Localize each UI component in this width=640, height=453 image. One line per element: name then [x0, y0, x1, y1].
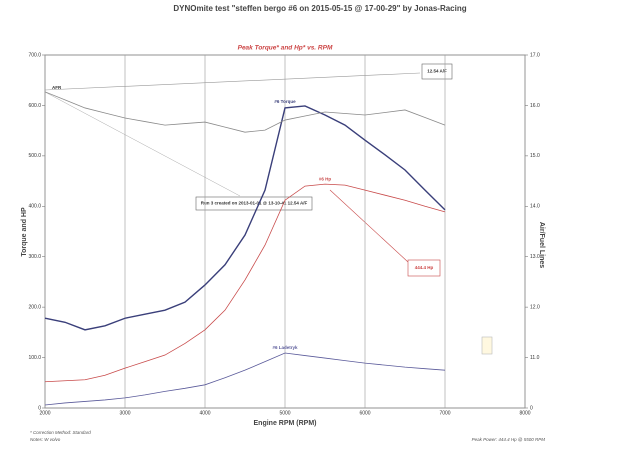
y-tick-label: 700.0 [28, 52, 41, 58]
series-line [44, 183, 446, 383]
y2-tick-label: 14.0 [530, 204, 540, 210]
y-tick-label: 500.0 [28, 153, 41, 159]
chart-subtitle: Peak Torque* and Hp* vs. RPM [238, 45, 333, 52]
y2-tick-label: 16.0 [530, 103, 540, 109]
afr-reference-line [44, 91, 241, 197]
y2-tick-label: 15.0 [530, 153, 540, 159]
afr-reference-line [44, 72, 421, 91]
footer: Peak Power: 444.4 Hp @ 5500 RPM [472, 437, 546, 442]
x-tick-label: 6000 [359, 410, 370, 416]
y2-tick-label: 0 [530, 405, 533, 411]
note: * Correction Method: Standard [30, 430, 91, 435]
annotation: AFR [52, 85, 62, 90]
series-line [44, 91, 446, 133]
x-axis-label: Engine RPM (RPM) [254, 420, 317, 427]
series-line [44, 105, 446, 331]
series-line [44, 352, 446, 406]
y2-tick-label: 17.0 [530, 52, 540, 58]
y-tick-label: 300.0 [28, 254, 41, 260]
x-tick-label: 3000 [119, 410, 130, 416]
annotation-leader [329, 189, 409, 263]
annotation: 444.4 Hp [415, 265, 434, 270]
y2-tick-label: 12.0 [530, 304, 540, 310]
y-tick-label: 400.0 [28, 204, 41, 210]
x-tick-label: 7000 [439, 410, 450, 416]
x-tick-label: 5000 [279, 410, 290, 416]
y-tick-label: 100.0 [28, 355, 41, 361]
x-tick-label: 8000 [519, 410, 530, 416]
annotation: 12.54 A/F [427, 69, 447, 74]
y-tick-label: 600.0 [28, 103, 41, 109]
series-label: #6 Hp [319, 176, 332, 181]
series-label: #6 Torque [274, 99, 296, 104]
icon [481, 336, 493, 355]
chart-title: DYNOmite test "steffen bergo #6 on 2015-… [173, 4, 466, 13]
y2-tick-label: 13.0 [530, 254, 540, 260]
y-tick-label: 200.0 [28, 304, 41, 310]
y2-tick-label: 11.0 [530, 355, 540, 361]
annotation: Run 3 created on 2013-01-01 @ 13-10-41 1… [201, 201, 308, 206]
y-tick-label: 0 [38, 405, 41, 411]
note: Notes: W volvo [30, 437, 61, 442]
annotation-box [407, 259, 441, 277]
y2-axis-label: Air/Fuel Lines [538, 222, 545, 268]
x-tick-label: 2000 [39, 410, 50, 416]
annotation-box [421, 63, 453, 80]
series-label: #6 Ladetryk [272, 345, 298, 350]
y-axis-label: Torque and HP [21, 207, 28, 257]
annotation-box [195, 196, 313, 211]
x-tick-label: 4000 [199, 410, 210, 416]
